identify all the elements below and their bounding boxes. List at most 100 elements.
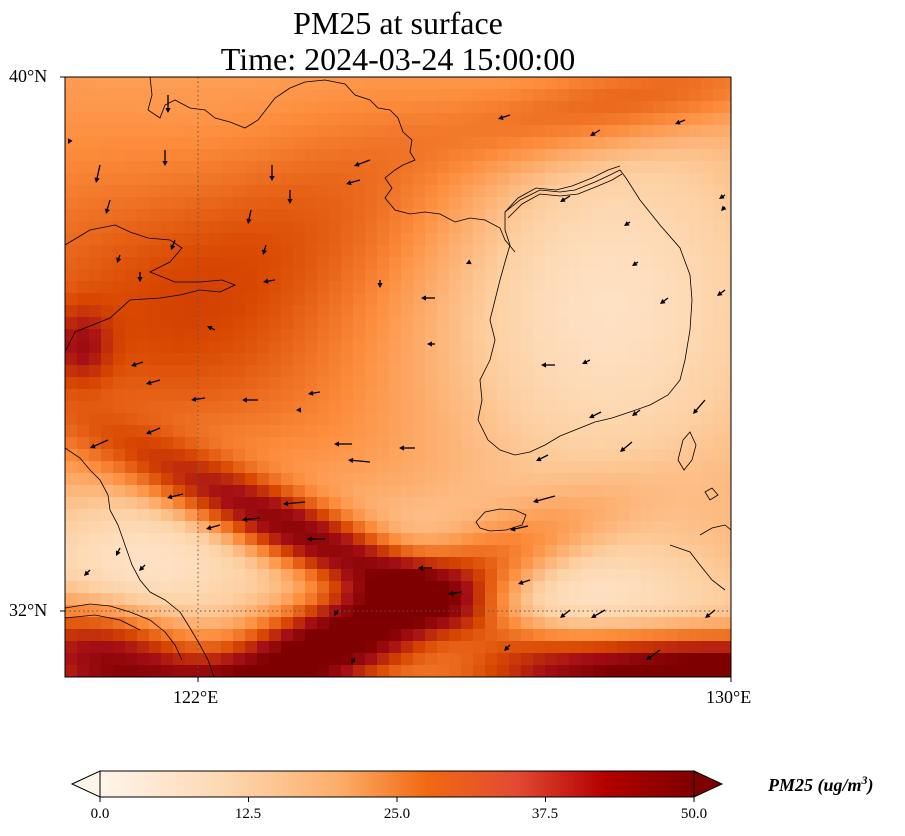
- field-cell: [569, 509, 582, 522]
- field-cell: [269, 425, 282, 438]
- field-cell: [173, 641, 186, 654]
- field-cell: [449, 341, 462, 354]
- field-cell: [113, 509, 126, 522]
- field-cell: [557, 617, 570, 630]
- field-cell: [581, 365, 594, 378]
- field-cell: [257, 137, 270, 150]
- field-cell: [677, 257, 690, 270]
- field-cell: [125, 665, 138, 677]
- field-cell: [77, 473, 90, 486]
- field-cell: [605, 137, 618, 150]
- field-cell: [413, 257, 426, 270]
- field-cell: [449, 365, 462, 378]
- field-cell: [221, 665, 234, 677]
- field-cell: [713, 533, 726, 546]
- field-cell: [425, 245, 438, 258]
- field-cell: [317, 629, 330, 642]
- field-cell: [665, 377, 678, 390]
- field-cell: [653, 317, 666, 330]
- field-cell: [197, 641, 210, 654]
- field-cell: [185, 293, 198, 306]
- field-cell: [593, 269, 606, 282]
- field-cell: [173, 173, 186, 186]
- field-cell: [701, 377, 714, 390]
- field-cell: [617, 665, 630, 677]
- field-cell: [665, 461, 678, 474]
- field-cell: [569, 173, 582, 186]
- field-cell: [557, 605, 570, 618]
- field-cell: [665, 509, 678, 522]
- field-cell: [497, 377, 510, 390]
- field-cell: [617, 653, 630, 666]
- field-cell: [269, 605, 282, 618]
- field-cell: [713, 77, 726, 90]
- field-cell: [425, 653, 438, 666]
- field-cell: [317, 521, 330, 534]
- field-cell: [485, 245, 498, 258]
- field-cell: [701, 281, 714, 294]
- field-cell: [221, 509, 234, 522]
- field-cell: [497, 221, 510, 234]
- field-cell: [689, 641, 702, 654]
- field-cell: [629, 581, 642, 594]
- field-cell: [245, 89, 258, 102]
- field-cell: [485, 617, 498, 630]
- field-cell: [377, 353, 390, 366]
- field-cell: [689, 341, 702, 354]
- field-cell: [641, 353, 654, 366]
- field-cell: [413, 641, 426, 654]
- field-cell: [389, 413, 402, 426]
- field-cell: [653, 653, 666, 666]
- field-cell: [353, 593, 366, 606]
- field-cell: [677, 617, 690, 630]
- field-cell: [617, 329, 630, 342]
- field-cell: [149, 569, 162, 582]
- field-cell: [389, 365, 402, 378]
- field-cell: [689, 401, 702, 414]
- field-cell: [725, 665, 731, 677]
- field-cell: [149, 221, 162, 234]
- field-cell: [557, 317, 570, 330]
- field-cell: [629, 401, 642, 414]
- field-cell: [689, 521, 702, 534]
- field-cell: [209, 305, 222, 318]
- field-cell: [461, 437, 474, 450]
- field-cell: [401, 461, 414, 474]
- field-cell: [389, 341, 402, 354]
- field-cell: [209, 533, 222, 546]
- field-cell: [593, 221, 606, 234]
- field-cell: [545, 365, 558, 378]
- field-cell: [413, 497, 426, 510]
- field-cell: [677, 77, 690, 90]
- field-cell: [509, 437, 522, 450]
- field-cell: [713, 593, 726, 606]
- field-cell: [173, 497, 186, 510]
- field-cell: [65, 461, 78, 474]
- field-cell: [245, 365, 258, 378]
- field-cell: [365, 545, 378, 558]
- field-cell: [473, 653, 486, 666]
- field-cell: [161, 113, 174, 126]
- field-cell: [245, 209, 258, 222]
- coastline-korea: [477, 169, 693, 456]
- field-cell: [701, 257, 714, 270]
- field-cell: [581, 149, 594, 162]
- field-cell: [605, 101, 618, 114]
- field-cell: [461, 269, 474, 282]
- field-cell: [425, 125, 438, 138]
- field-cell: [281, 353, 294, 366]
- field-cell: [245, 113, 258, 126]
- field-cell: [89, 377, 102, 390]
- field-cell: [137, 149, 150, 162]
- field-cell: [353, 281, 366, 294]
- field-cell: [677, 605, 690, 618]
- field-cell: [161, 617, 174, 630]
- field-cell: [317, 257, 330, 270]
- field-cell: [221, 305, 234, 318]
- field-cell: [329, 557, 342, 570]
- field-cell: [137, 221, 150, 234]
- field-cell: [629, 125, 642, 138]
- field-cell: [341, 149, 354, 162]
- field-cell: [185, 125, 198, 138]
- field-cell: [137, 233, 150, 246]
